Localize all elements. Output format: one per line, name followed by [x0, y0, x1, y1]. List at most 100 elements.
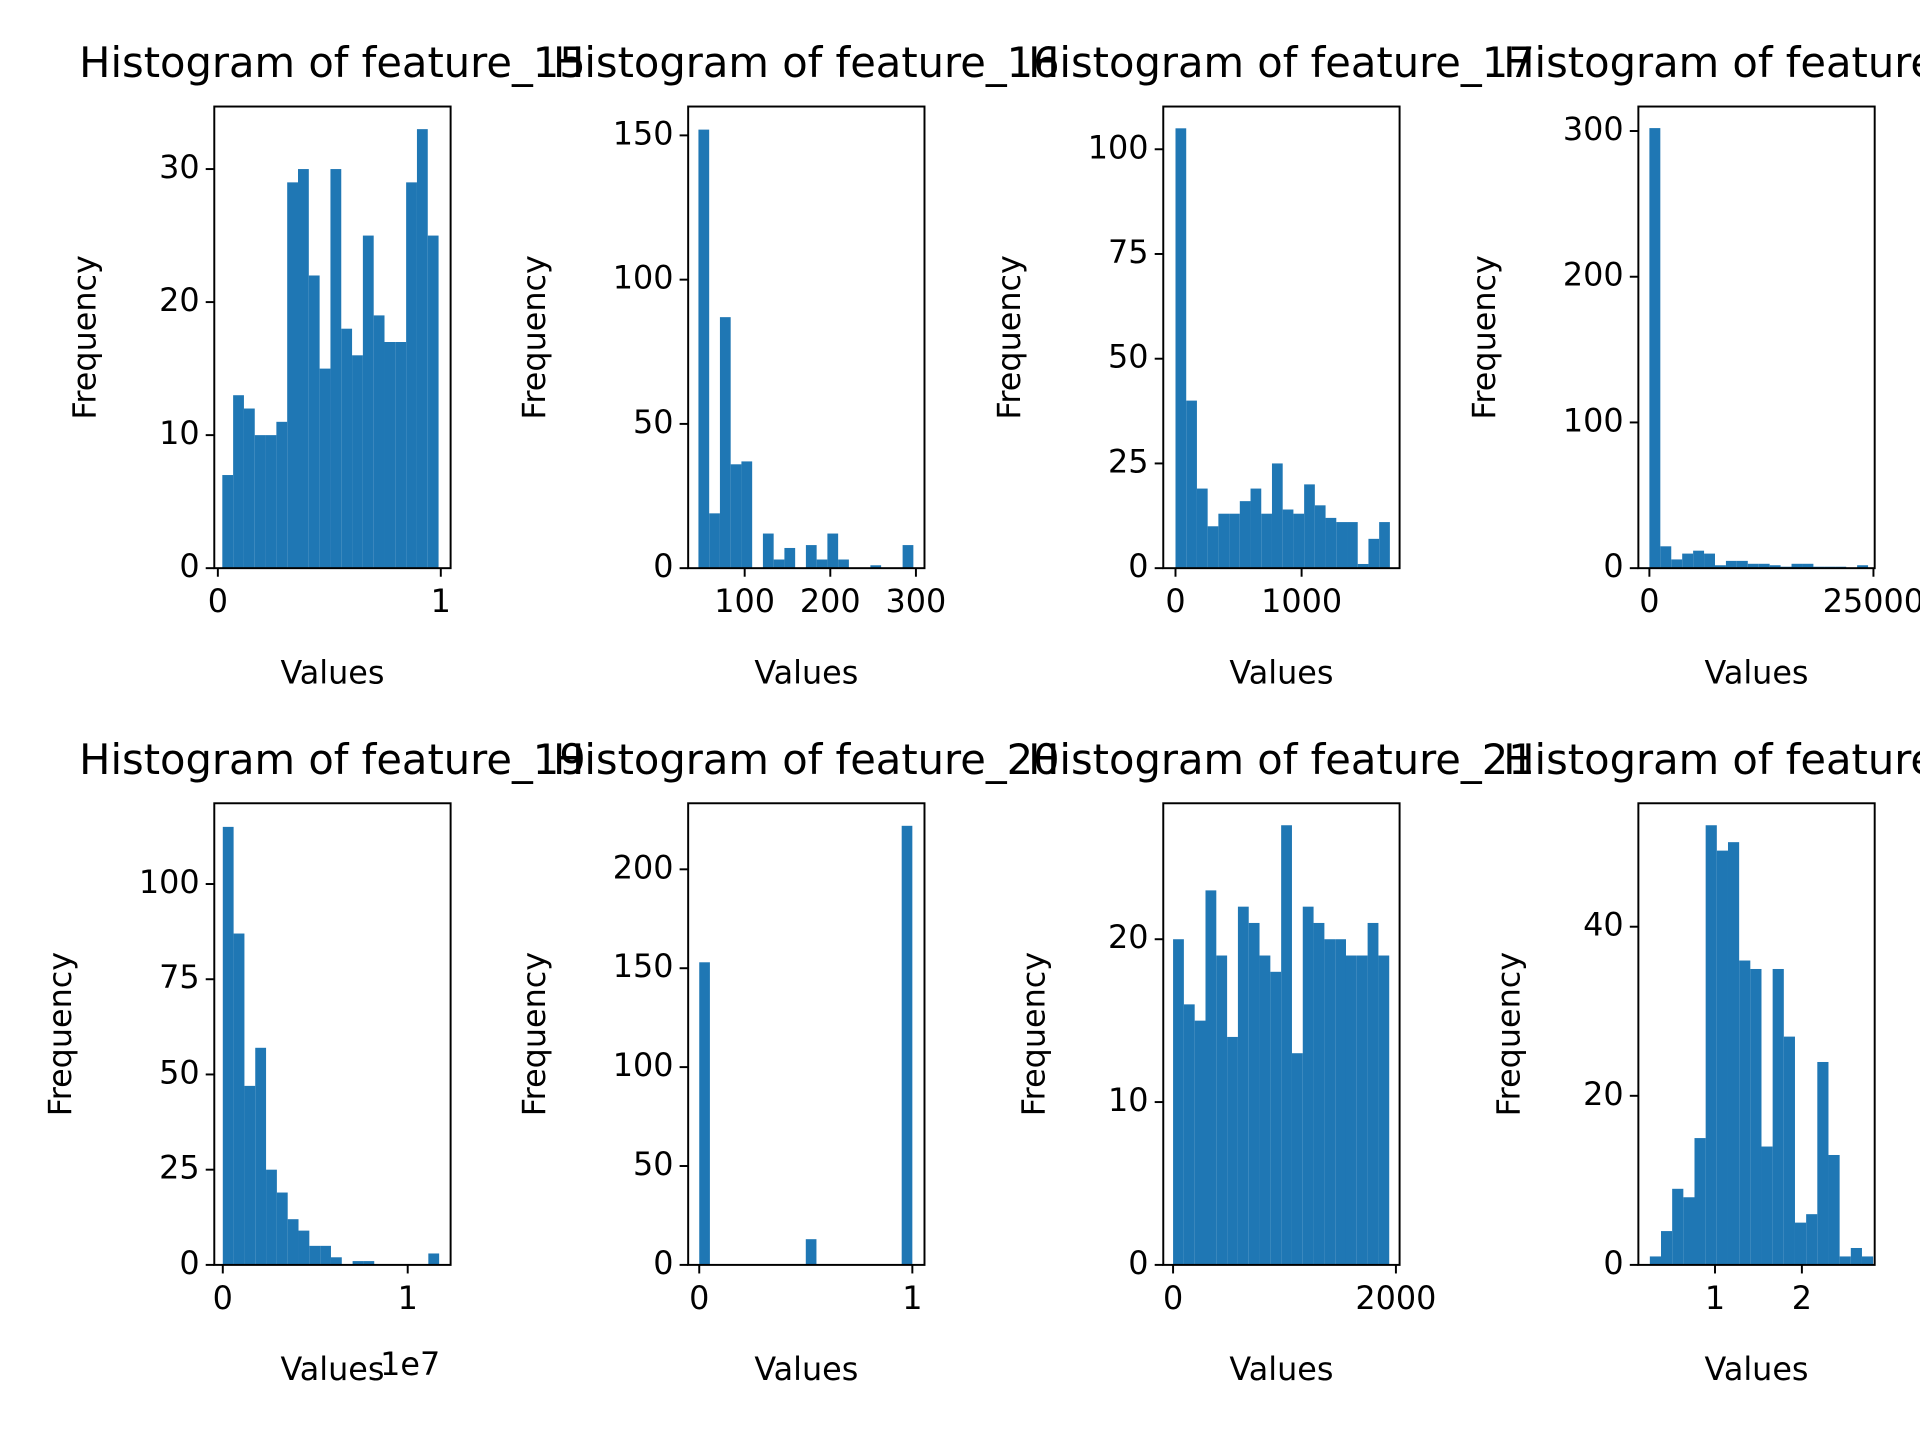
y-axis-label: Frequency	[1490, 952, 1528, 1116]
histogram-bar	[762, 533, 774, 569]
histogram-bar	[298, 169, 309, 569]
histogram-bar	[276, 421, 288, 569]
y-tick-label: 20	[159, 281, 200, 319]
histogram-bar	[233, 933, 245, 1265]
x-tick-label: 100	[714, 582, 775, 620]
chart-title: Histogram of feature_19	[79, 735, 586, 784]
histogram-bar	[1739, 960, 1751, 1265]
histogram-bar	[1828, 1154, 1840, 1265]
histogram-bar	[1772, 968, 1784, 1265]
histogram-bar	[1227, 1036, 1238, 1265]
histogram-bar	[1291, 1053, 1303, 1265]
histogram-bar	[1857, 565, 1869, 569]
histogram-bar	[319, 368, 331, 569]
histogram-bar	[1783, 1036, 1795, 1265]
histogram-bar	[1250, 488, 1262, 569]
y-tick-label: 20	[1583, 1075, 1624, 1113]
histogram-bar	[276, 1192, 288, 1265]
chart-title: Histogram of feature_17	[1028, 38, 1535, 87]
y-tick-label: 30	[159, 148, 200, 186]
histogram-bar	[1839, 1256, 1851, 1265]
chart-title: Histogram of feature_18	[1503, 38, 1920, 87]
y-tick-label: 0	[179, 1244, 199, 1282]
subplot: 0 10 20 30 0 1 Histogram of feature_15 Values Fr…	[66, 38, 586, 691]
histogram-bar	[1324, 939, 1336, 1265]
histogram-bar	[1861, 1256, 1874, 1265]
x-tick-label: 0	[208, 582, 228, 620]
histogram-bar	[1345, 955, 1357, 1265]
histogram-bar	[362, 235, 374, 569]
histogram-bar	[1313, 922, 1325, 1265]
y-tick-label: 0	[1603, 547, 1623, 585]
x-axis-label: Values	[280, 1350, 384, 1388]
histogram-bar	[1378, 955, 1390, 1265]
histogram-bar	[1736, 560, 1748, 569]
x-tick-label: 1	[431, 582, 451, 620]
histogram-bar	[1714, 565, 1726, 569]
y-tick-label: 25	[1108, 442, 1149, 480]
x-tick-label: 25000	[1823, 582, 1920, 620]
histogram-bar	[1347, 522, 1358, 569]
histogram-bar	[709, 513, 720, 569]
histogram-bar	[244, 1085, 256, 1265]
histogram-bar	[1216, 955, 1228, 1265]
histogram-bar	[266, 1169, 277, 1265]
histogram-bar	[1194, 1020, 1206, 1265]
histogram-bar	[805, 1239, 817, 1265]
histogram-bar	[1661, 1231, 1673, 1265]
histogram-bar	[741, 461, 753, 569]
histogram-bar	[698, 129, 710, 569]
axes-frame	[213, 105, 452, 570]
y-tick-label: 75	[159, 958, 200, 996]
y-tick-label: 100	[1088, 128, 1149, 166]
histogram-bar	[1218, 513, 1230, 569]
x-axis-label: Values	[280, 653, 384, 691]
chart-title: Histogram of feature_16	[553, 38, 1060, 87]
histogram-bar	[1261, 513, 1272, 569]
x-tick-label: 0	[213, 1279, 233, 1317]
histogram-bar	[1183, 1004, 1195, 1265]
histogram-bar	[1186, 400, 1197, 569]
histogram-bar	[1270, 971, 1282, 1265]
y-axis-label: Frequency	[515, 952, 553, 1116]
y-tick-label: 50	[633, 403, 674, 441]
subplot: 0 20 40 1 2 Histogram of feature_22 Values Freq…	[1490, 735, 1920, 1388]
x-tick-label: 2	[1792, 1279, 1812, 1317]
axes-frame	[1637, 105, 1876, 570]
y-tick-label: 100	[613, 259, 674, 297]
histogram-bar	[773, 559, 785, 569]
histogram-bar	[805, 545, 817, 569]
histogram-bar	[287, 182, 299, 569]
histogram-bar	[1769, 565, 1781, 569]
histogram-bar	[1817, 1061, 1829, 1265]
histogram-bar	[1302, 906, 1314, 1265]
x-tick-label: 0	[1639, 582, 1659, 620]
histogram-bar	[784, 547, 796, 569]
histogram-bar	[1379, 522, 1390, 569]
y-tick-label: 300	[1563, 110, 1624, 148]
x-axis-label: Values	[1705, 653, 1809, 691]
histogram-bar	[1196, 488, 1208, 569]
histogram-bar	[1758, 563, 1770, 569]
histogram-bar	[1806, 1214, 1818, 1265]
y-tick-label: 200	[613, 848, 674, 886]
histogram-bar	[416, 129, 428, 569]
x-tick-label: 1	[1705, 1279, 1725, 1317]
histogram-bar	[1850, 1247, 1862, 1265]
histogram-bar	[298, 1230, 310, 1265]
y-tick-label: 0	[1128, 547, 1148, 585]
subplot: 0 100 200 300 0 25000 Histogram of feature_18 V…	[1465, 38, 1920, 691]
histogram-bar	[395, 342, 407, 569]
histogram-bar	[730, 464, 742, 569]
y-tick-label: 0	[179, 547, 199, 585]
histogram-bar	[352, 1261, 364, 1265]
histogram-bar	[1271, 463, 1283, 569]
histogram-bar	[1282, 509, 1294, 569]
histogram-bar	[222, 475, 234, 569]
histogram-bar	[320, 1245, 331, 1265]
subplot: 0 10 20 0 2000 Histogram of feature_21 Values F…	[1014, 735, 1534, 1388]
y-tick-label: 20	[1108, 918, 1149, 956]
histogram-bar	[1314, 505, 1326, 569]
